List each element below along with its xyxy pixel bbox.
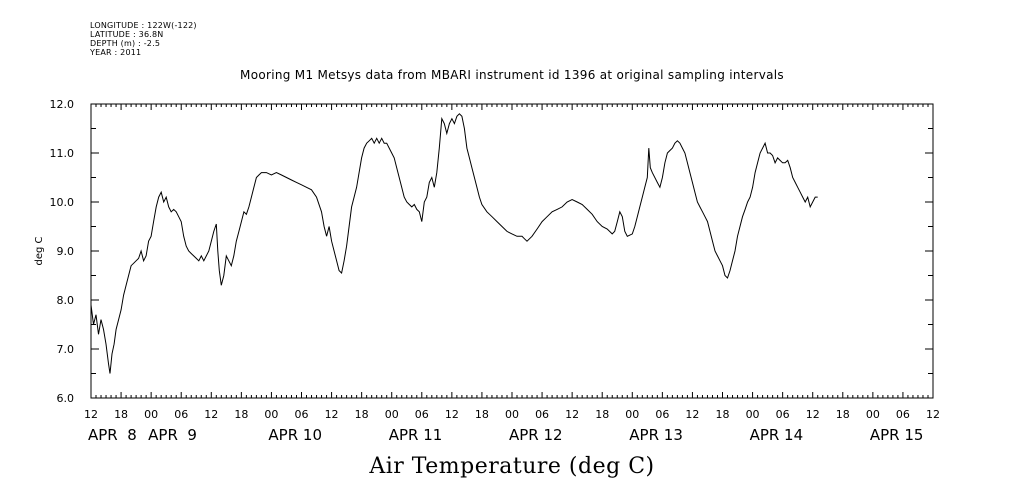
- day-label: APR 11: [389, 426, 443, 444]
- x-tick-label: 00: [866, 408, 880, 421]
- x-tick-label: 12: [685, 408, 699, 421]
- x-tick-label: 18: [355, 408, 369, 421]
- x-tick-label: 00: [385, 408, 399, 421]
- y-tick-label: 8.0: [57, 294, 75, 307]
- x-tick-label: 18: [114, 408, 128, 421]
- x-tick-label: 00: [144, 408, 158, 421]
- x-tick-label: 12: [325, 408, 339, 421]
- x-tick-label: 06: [415, 408, 429, 421]
- x-tick-label: 00: [746, 408, 760, 421]
- x-tick-labels: 12 18 00 06 12 18 00 06 12 18 00 06 12 18 00 06 12 18 00 06…: [84, 408, 940, 421]
- x-tick-label: 06: [896, 408, 910, 421]
- x-tick-label: 18: [234, 408, 248, 421]
- x-tick-label: 12: [204, 408, 218, 421]
- x-tick-label: 06: [174, 408, 188, 421]
- day-label: APR 8: [88, 426, 137, 444]
- x-tick-label: 12: [806, 408, 820, 421]
- day-label: APR 9: [148, 426, 197, 444]
- x-tick-label: 12: [445, 408, 459, 421]
- x-tick-label: 06: [655, 408, 669, 421]
- x-tick-label: 06: [535, 408, 549, 421]
- y-tick-labels: 6.0 7.0 8.0 9.0 10.0 11.0 12.0: [50, 98, 75, 405]
- series-line: [90, 113, 818, 374]
- y-axis-label: deg C: [34, 236, 45, 265]
- x-tick-label: 00: [625, 408, 639, 421]
- plot-frame: [90, 103, 934, 399]
- day-label: APR 12: [509, 426, 563, 444]
- x-tick-label: 12: [565, 408, 579, 421]
- x-tick-label: 12: [926, 408, 940, 421]
- x-tick-label: 18: [836, 408, 850, 421]
- x-tick-label: 12: [84, 408, 98, 421]
- day-label: APR 10: [268, 426, 322, 444]
- y-tick-label: 9.0: [57, 245, 75, 258]
- depth-line: DEPTH (m) : -2.5: [90, 39, 161, 48]
- latitude-line: LATITUDE : 36.8N: [90, 30, 164, 39]
- y-tick-label: 10.0: [50, 196, 75, 209]
- metadata-header: LONGITUDE : 122W(-122) LATITUDE : 36.8N …: [90, 21, 197, 57]
- x-tick-label: 06: [776, 408, 790, 421]
- x-tick-label: 18: [716, 408, 730, 421]
- x-axis-title: Air Temperature (deg C): [369, 454, 655, 479]
- x-tick-label: 00: [264, 408, 278, 421]
- day-label: APR 14: [750, 426, 804, 444]
- y-tick-label: 6.0: [57, 392, 75, 405]
- y-tick-label: 7.0: [57, 343, 75, 356]
- x-tick-label: 06: [295, 408, 309, 421]
- year-line: YEAR : 2011: [90, 48, 142, 57]
- day-labels: APR 8 APR 9 APR 10 APR 11 APR 12 APR 13 APR 14…: [88, 426, 923, 444]
- day-label: APR 13: [629, 426, 683, 444]
- x-tick-label: 18: [595, 408, 609, 421]
- y-tick-label: 12.0: [50, 98, 75, 111]
- day-label: APR 15: [870, 426, 924, 444]
- chart-title: Mooring M1 Metsys data from MBARI instru…: [240, 68, 784, 82]
- y-tick-label: 11.0: [50, 147, 75, 160]
- x-tick-label: 18: [475, 408, 489, 421]
- longitude-line: LONGITUDE : 122W(-122): [90, 21, 197, 30]
- x-tick-label: 00: [505, 408, 519, 421]
